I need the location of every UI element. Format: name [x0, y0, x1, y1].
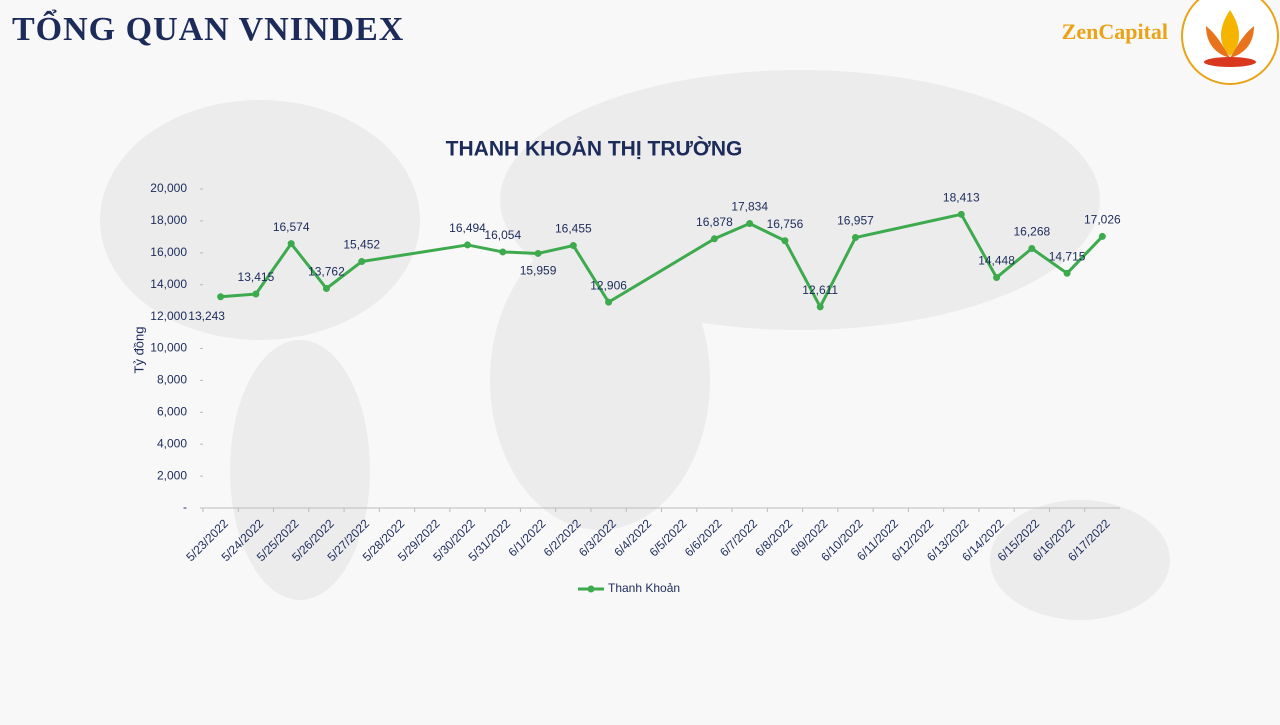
- y-tick-label: 18,000: [150, 213, 187, 227]
- line-segment: [501, 250, 540, 255]
- y-tick-label: 8,000: [157, 373, 187, 387]
- y-tick-label: 14,000: [150, 277, 187, 291]
- data-label: 16,494: [449, 221, 486, 235]
- line-segment: [712, 222, 752, 241]
- legend-marker: [587, 585, 595, 593]
- line-segment: [571, 244, 611, 304]
- y-tick-label: 10,000: [150, 341, 187, 355]
- data-label: 15,452: [343, 238, 380, 252]
- line-segment: [324, 260, 364, 290]
- data-label: 13,762: [308, 265, 345, 279]
- data-label: 14,448: [978, 254, 1015, 268]
- data-point: [993, 274, 1001, 282]
- data-point: [464, 241, 472, 249]
- line-segment: [818, 236, 857, 309]
- data-point: [499, 248, 507, 256]
- data-point: [322, 284, 330, 292]
- brand-name: ZenCapital: [1062, 19, 1168, 44]
- data-point: [217, 293, 225, 301]
- data-label: 18,413: [943, 190, 980, 204]
- data-point: [1028, 245, 1036, 253]
- data-point: [569, 242, 577, 250]
- line-segment: [748, 222, 787, 243]
- data-label: 16,054: [484, 228, 521, 242]
- line-segment: [995, 247, 1034, 280]
- data-label: 13,415: [238, 270, 275, 284]
- slide-title: TỔNG QUAN VNINDEX: [12, 9, 404, 48]
- data-label: 12,906: [590, 278, 627, 292]
- data-label: 15,959: [520, 264, 557, 278]
- chart-title: THANH KHOẢN THỊ TRƯỜNG: [446, 137, 743, 161]
- y-tick-label: 6,000: [157, 404, 187, 418]
- y-tick-label: 2,000: [157, 468, 187, 482]
- data-label: 14,715: [1049, 249, 1086, 263]
- line-segment: [219, 292, 258, 299]
- data-point: [781, 237, 789, 245]
- data-point: [710, 235, 718, 243]
- data-label: 12,611: [802, 283, 838, 297]
- data-point: [252, 290, 260, 298]
- data-point: [1063, 269, 1071, 277]
- line-segment: [853, 212, 963, 240]
- line-segment: [254, 242, 293, 296]
- brand-logo: [1181, 0, 1279, 85]
- line-segment: [360, 243, 470, 264]
- data-label: 16,957: [837, 214, 874, 228]
- line-segment: [1065, 234, 1104, 275]
- data-point: [816, 303, 824, 311]
- data-point: [534, 249, 542, 257]
- data-label: 16,878: [696, 215, 733, 229]
- data-label: 16,268: [1013, 225, 1050, 239]
- data-point: [851, 234, 859, 242]
- data-label: 13,243: [188, 309, 225, 323]
- data-label: 17,026: [1084, 213, 1121, 227]
- y-tick-label: 16,000: [150, 245, 187, 259]
- y-tick-label: 4,000: [157, 436, 187, 450]
- line-segment: [783, 239, 822, 309]
- data-label: 16,756: [767, 217, 804, 231]
- y-tick-label: 20,000: [150, 181, 187, 195]
- line-segment: [1030, 247, 1069, 275]
- data-label: 16,574: [273, 220, 310, 234]
- data-label: 17,834: [731, 200, 768, 214]
- line-segment: [466, 243, 505, 254]
- data-label: 16,455: [555, 222, 592, 236]
- line-segment: [959, 212, 999, 280]
- data-point: [358, 258, 366, 266]
- y-axis-label: Tỷ đồng: [131, 327, 146, 374]
- data-point: [287, 240, 295, 248]
- data-point: [1098, 232, 1106, 240]
- y-tick-label: -: [183, 500, 187, 514]
- y-tick-label: 12,000: [150, 309, 187, 323]
- data-point: [957, 210, 965, 218]
- line-segment: [536, 244, 575, 255]
- line-segment: [607, 237, 716, 304]
- data-point: [605, 298, 613, 306]
- legend-label: Thanh Khoản: [608, 581, 680, 595]
- data-point: [746, 220, 754, 228]
- line-segment: [289, 242, 328, 290]
